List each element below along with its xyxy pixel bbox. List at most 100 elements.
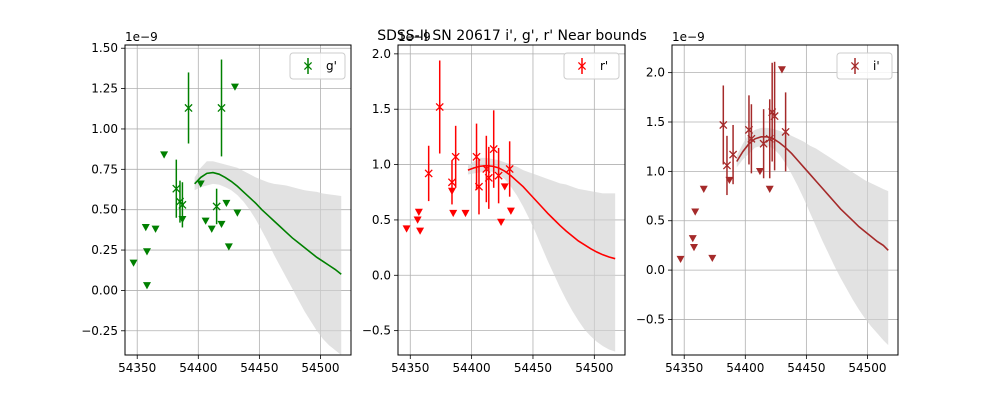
y-tick-label: 0.75	[91, 162, 118, 176]
upper-limit-marker	[217, 220, 226, 229]
x-tick-label: 54500	[301, 361, 339, 375]
upper-limit-marker	[413, 216, 422, 224]
detection-marker	[474, 182, 484, 191]
upper-limit-marker	[142, 248, 151, 256]
model-uncertainty-band	[736, 127, 889, 346]
upper-limit-marker	[141, 224, 150, 232]
model-uncertainty-band	[467, 157, 616, 352]
upper-limit-marker	[196, 180, 205, 188]
legend-box	[289, 52, 346, 80]
y-offset-label: 1e−9	[125, 30, 158, 44]
upper-limit-marker	[201, 217, 210, 225]
y-offset-label: 1e−9	[398, 30, 431, 44]
legend-label: r'	[600, 59, 608, 73]
detection-marker	[505, 164, 514, 174]
detection-marker	[719, 120, 728, 130]
model-curve	[467, 164, 616, 260]
upper-limit-marker	[506, 207, 515, 215]
upper-limit-marker	[129, 259, 138, 267]
x-tick-label: 54500	[848, 361, 886, 375]
upper-limit-marker	[416, 227, 425, 235]
legend-marker	[303, 61, 313, 71]
detection-marker	[178, 200, 187, 209]
legend: i'	[836, 52, 893, 80]
detection-marker	[722, 161, 732, 170]
plot-area	[402, 60, 616, 352]
model-curve	[736, 136, 889, 251]
legend-marker	[577, 61, 587, 71]
legend-box	[563, 52, 620, 80]
y-tick-label: −0.5	[362, 324, 391, 338]
y-tick-label: 0.5	[372, 213, 391, 227]
detection-marker	[424, 169, 433, 178]
y-tick-label: 2.0	[646, 66, 665, 80]
model-uncertainty-band	[194, 161, 342, 355]
y-tick-label: 1.00	[91, 122, 118, 136]
legend-label: i'	[873, 59, 880, 73]
detection-marker	[781, 127, 790, 136]
upper-limit-marker	[414, 208, 423, 216]
upper-limit-marker	[689, 243, 698, 252]
x-tick-label: 54400	[453, 361, 491, 375]
y-tick-label: 1.0	[646, 164, 665, 178]
upper-limit-marker	[708, 254, 717, 263]
detection-marker	[451, 152, 460, 161]
y-tick-label: 1.50	[91, 41, 118, 55]
y-tick-label: −0.25	[81, 324, 118, 338]
model-curve	[194, 171, 342, 275]
upper-limit-marker	[497, 218, 506, 226]
x-tick-label: 54450	[514, 361, 552, 375]
upper-limit-marker	[765, 185, 774, 193]
upper-limit-marker	[500, 183, 509, 191]
y-tick-label: 1.0	[372, 158, 391, 172]
upper-limit-marker	[160, 151, 169, 159]
upper-limit-marker	[777, 66, 786, 74]
plot-area	[129, 59, 342, 355]
y-tick-label: 0.25	[91, 243, 118, 257]
upper-limit-marker	[688, 235, 697, 243]
y-tick-label: 0.5	[646, 214, 665, 228]
detection-marker	[447, 178, 457, 187]
upper-limit-marker	[142, 282, 151, 290]
x-tick-label: 54350	[665, 361, 703, 375]
upper-limit-marker	[691, 208, 700, 216]
y-tick-label: 0.0	[372, 268, 391, 282]
panels: 54350 54400 54450 54500 −0.25 0.00 0.25 0.50 0.7…	[81, 30, 899, 375]
detection-marker	[729, 150, 738, 159]
y-tick-label: 0.50	[91, 203, 118, 217]
y-tick-label: 2.0	[372, 47, 391, 61]
panel-g-band: 54350 54400 54450 54500 −0.25 0.00 0.25 0.50 0.7…	[81, 30, 352, 375]
detection-marker	[484, 173, 493, 182]
panel-r-band: 54350 54400 54450 54500 −0.5 0.0 0.5 1.0 1.5 2.0 1…	[362, 30, 626, 375]
panel-i-band: 54350 54400 54450 54500 −0.5 0.0 0.5 1.0 1.5 2.0 1…	[636, 30, 899, 375]
detection-marker	[435, 102, 444, 112]
y-tick-label: 1.5	[372, 102, 391, 116]
detection-marker	[172, 184, 181, 193]
y-tick-label: 1.25	[91, 82, 118, 96]
upper-limit-marker	[402, 225, 411, 233]
upper-limit-marker	[224, 243, 233, 251]
upper-limit-marker	[699, 185, 708, 193]
y-offset-label: 1e−9	[672, 30, 705, 44]
legend: g'	[289, 52, 346, 80]
legend-box	[836, 52, 893, 80]
detection-marker	[770, 112, 779, 121]
upper-limit-marker	[449, 209, 458, 218]
x-tick-label: 54400	[726, 361, 764, 375]
upper-limit-marker	[461, 209, 470, 218]
upper-limit-marker	[230, 83, 239, 91]
detection-marker	[184, 103, 193, 113]
detection-marker	[494, 171, 503, 180]
upper-limit-marker	[676, 255, 685, 264]
detection-marker	[747, 134, 756, 143]
axes-frame	[671, 44, 899, 356]
axes-frame	[124, 44, 352, 356]
legend: r'	[563, 52, 620, 80]
figure-suptitle: SDSS-II SN 20617 i', g', r' Near bounds	[377, 28, 647, 44]
y-tick-label: 0.00	[91, 283, 118, 297]
upper-limit-marker	[222, 199, 231, 208]
upper-limit-marker	[755, 167, 764, 176]
x-tick-label: 54500	[575, 361, 613, 375]
x-tick-label: 54400	[179, 361, 217, 375]
